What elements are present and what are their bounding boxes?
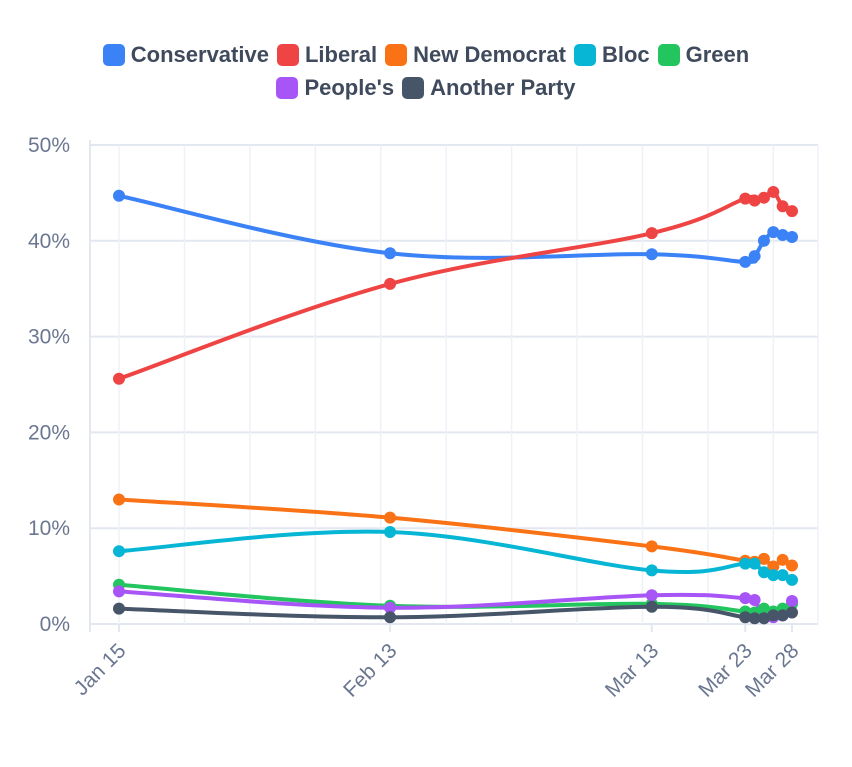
data-point xyxy=(786,573,798,586)
data-point xyxy=(757,234,770,247)
data-point xyxy=(384,526,397,539)
y-tick-label: 10% xyxy=(28,517,70,540)
data-point xyxy=(748,557,761,570)
legend-swatch xyxy=(276,43,299,66)
y-tick-label: 20% xyxy=(28,421,70,444)
x-tick-label: Mar 13 xyxy=(601,639,663,701)
data-point xyxy=(786,595,798,608)
series-line xyxy=(117,497,794,569)
data-point xyxy=(757,602,770,615)
series-line xyxy=(117,193,794,264)
legend-item[interactable]: Another Party xyxy=(402,74,576,101)
x-tick-label: Feb 13 xyxy=(339,639,402,702)
data-point xyxy=(739,592,752,605)
data-point xyxy=(748,250,761,263)
data-point xyxy=(384,247,397,260)
data-point xyxy=(776,229,789,242)
data-point xyxy=(384,277,397,290)
data-point xyxy=(384,601,397,614)
legend-label: New Democrat xyxy=(413,41,566,67)
data-point xyxy=(645,564,658,577)
data-point xyxy=(739,611,752,624)
legend-label: Liberal xyxy=(304,41,378,67)
data-point xyxy=(767,560,780,573)
data-point xyxy=(645,248,658,261)
legend-label: Bloc xyxy=(601,41,650,67)
data-point xyxy=(113,493,125,506)
legend-label: Green xyxy=(685,41,750,67)
data-point xyxy=(748,194,761,207)
data-point xyxy=(757,612,770,625)
grid xyxy=(89,140,819,632)
y-tick-label: 40% xyxy=(28,230,70,253)
data-point xyxy=(786,606,798,619)
data-point xyxy=(767,569,780,582)
data-point xyxy=(645,227,658,240)
data-point xyxy=(776,553,789,566)
data-point xyxy=(645,589,658,602)
data-point xyxy=(113,585,125,598)
legend-item[interactable]: People's xyxy=(276,75,394,101)
data-point xyxy=(748,612,761,625)
data-point xyxy=(384,511,397,524)
data-point xyxy=(786,559,798,572)
data-point xyxy=(645,540,658,553)
data-point xyxy=(645,600,658,613)
legend-item[interactable]: New Democrat xyxy=(385,42,566,68)
legend-item[interactable]: Liberal xyxy=(276,41,378,68)
data-point xyxy=(776,200,789,213)
data-point xyxy=(757,191,770,204)
legend-row: Conservative Liberal New Democrat Bloc Green xyxy=(0,38,852,71)
x-tick-label: Jan 15 xyxy=(70,639,131,700)
data-point xyxy=(757,566,770,579)
legend-swatch xyxy=(657,43,680,66)
legend-swatch xyxy=(573,43,596,66)
y-tick-label: 0% xyxy=(40,613,70,636)
legend: Conservative Liberal New Democrat Bloc Green… xyxy=(0,38,852,104)
series-line xyxy=(117,529,794,582)
legend-label: Another Party xyxy=(430,74,576,100)
legend-swatch xyxy=(102,43,125,66)
legend-item[interactable]: Green xyxy=(657,41,750,68)
data-point xyxy=(739,255,752,268)
legend-swatch xyxy=(385,43,408,66)
data-point xyxy=(767,185,780,198)
data-point xyxy=(739,192,752,205)
legend-swatch xyxy=(402,76,425,99)
y-tick-label: 30% xyxy=(28,326,70,349)
data-point xyxy=(776,609,789,622)
series-points xyxy=(113,185,798,625)
series-lines xyxy=(117,189,794,622)
data-point xyxy=(739,557,752,570)
y-tick-label: 50% xyxy=(28,134,70,157)
data-point xyxy=(767,609,780,622)
legend-swatch xyxy=(276,76,299,99)
y-axis-ticks: 0% 10% 20% 30% 40% 50% xyxy=(28,134,70,636)
data-point xyxy=(786,230,798,243)
data-point xyxy=(786,205,798,218)
legend-item[interactable]: Conservative xyxy=(102,41,269,68)
data-point xyxy=(767,226,780,239)
legend-label: People's xyxy=(304,74,395,100)
legend-item[interactable]: Bloc xyxy=(573,41,650,68)
data-point xyxy=(113,545,125,558)
legend-label: Conservative xyxy=(130,41,269,67)
data-point xyxy=(113,189,125,202)
legend-row: People's Another Party xyxy=(0,71,852,104)
data-point xyxy=(113,372,125,385)
data-point xyxy=(776,569,789,582)
data-point xyxy=(748,594,761,607)
data-point xyxy=(113,602,125,615)
x-tick-label: Mar 28 xyxy=(741,639,803,701)
data-point xyxy=(757,552,770,565)
data-point xyxy=(384,611,397,624)
